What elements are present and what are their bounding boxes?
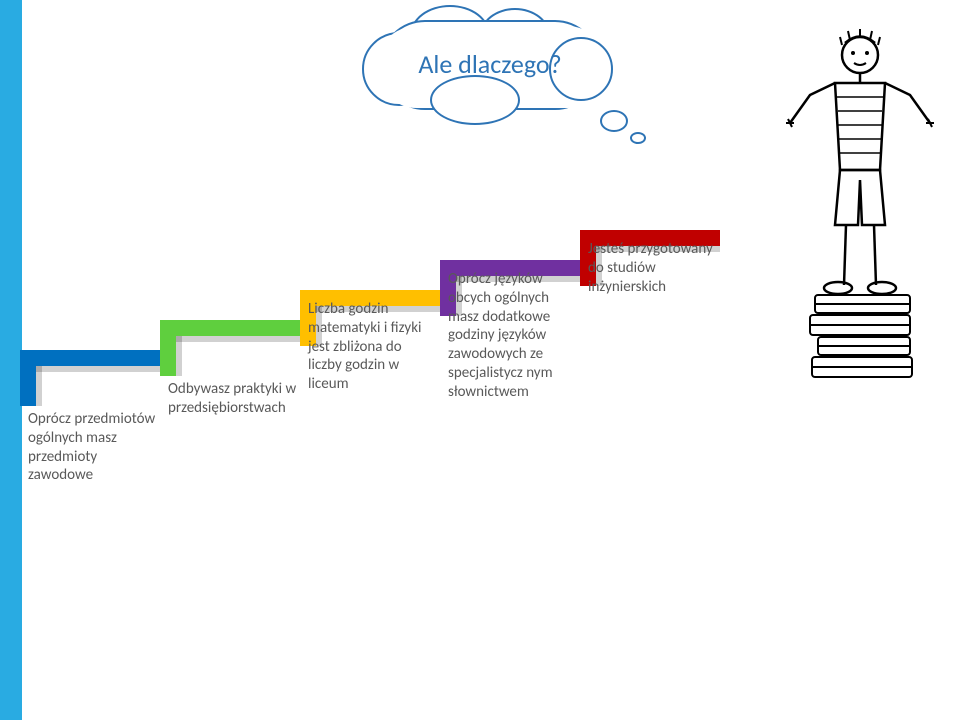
step-label-4: Oprócz języków obcych ogólnych masz doda… — [448, 270, 578, 401]
person-on-books-icon — [780, 25, 940, 395]
step-label-5: Jesteś przygotowany do studiów inżyniers… — [588, 240, 718, 296]
step-label-3: Liczba godzin matematyki i fizyki jest z… — [308, 300, 438, 394]
step-label-2: Odbywasz praktyki w przedsiębiorstwach — [168, 380, 298, 418]
cloud-text: Ale dlaczego? — [370, 48, 610, 80]
thought-cloud: Ale dlaczego? — [370, 20, 630, 130]
left-accent-bar — [0, 0, 22, 720]
step-label-1: Oprócz przedmiotów ogólnych masz przedmi… — [28, 410, 158, 485]
